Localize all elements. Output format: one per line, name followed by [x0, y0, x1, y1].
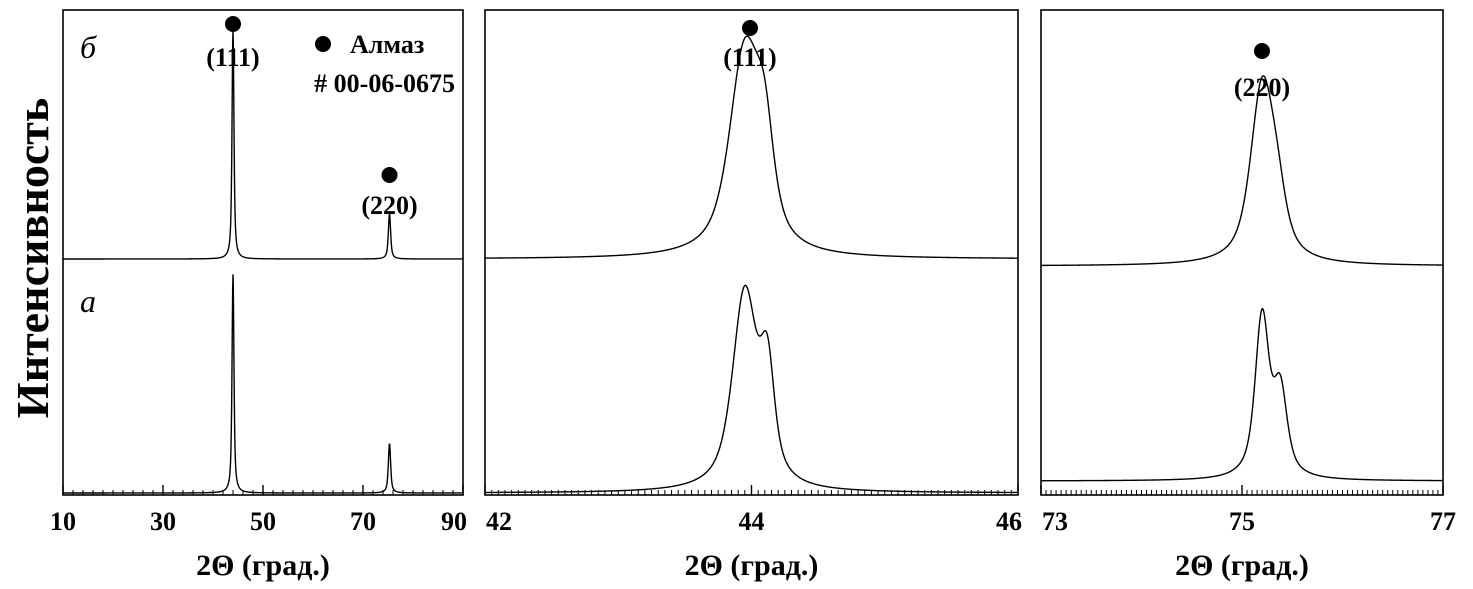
spectrum-a — [63, 274, 463, 494]
tick-label: 77 — [1430, 507, 1456, 536]
tick-label: 46 — [996, 507, 1022, 536]
peak-label: (111) — [206, 43, 259, 72]
panel-letter-b: б — [80, 29, 97, 65]
spectrum-b — [484, 35, 1019, 259]
peak-marker — [381, 167, 398, 183]
legend-pdf: # 00-06-0675 — [314, 69, 455, 98]
tick-label: 10 — [50, 507, 76, 536]
panel-3: 73 75 77 2Θ (град.) (220) — [1040, 9, 1456, 582]
panel-2: 42 44 46 2Θ (град.) (111) — [484, 9, 1022, 582]
tick-label: 75 — [1229, 507, 1255, 536]
x-axis-label: 2Θ (град.) — [1175, 549, 1309, 582]
tick-label: 30 — [150, 507, 176, 536]
peak-marker — [225, 16, 241, 32]
peak-label: (220) — [1234, 73, 1290, 102]
spectrum-a — [485, 284, 1019, 494]
x-axis-label: 2Θ (град.) — [685, 549, 819, 582]
tick-label: 70 — [350, 507, 376, 536]
peak-marker — [1254, 43, 1270, 59]
y-axis-label: Интенсивность — [7, 98, 58, 418]
peak-label: (111) — [723, 43, 776, 72]
spectrum-b — [1041, 75, 1443, 267]
peak-marker — [742, 20, 758, 36]
tick-label: 73 — [1042, 507, 1068, 536]
peak-label: (220) — [361, 191, 417, 220]
legend-marker — [315, 36, 331, 52]
panel-1: 10 30 50 70 90 2Θ (град.) б а Алмаз # 00-06-0675 (… — [50, 9, 467, 582]
panels: 10 30 50 70 90 2Θ (град.) б а Алмаз # 00-06-0675 (… — [50, 9, 1456, 582]
tick-label: 42 — [486, 507, 512, 536]
spectrum-a — [1041, 307, 1443, 482]
tick-label: 44 — [739, 507, 765, 536]
panel-letter-a: а — [80, 283, 96, 319]
legend-label: Алмаз — [350, 30, 424, 59]
tick-label: 90 — [441, 507, 467, 536]
tick-label: 50 — [250, 507, 276, 536]
x-axis-label: 2Θ (град.) — [196, 549, 330, 582]
plot-frame — [484, 9, 1019, 496]
spectrum-b — [63, 29, 463, 260]
